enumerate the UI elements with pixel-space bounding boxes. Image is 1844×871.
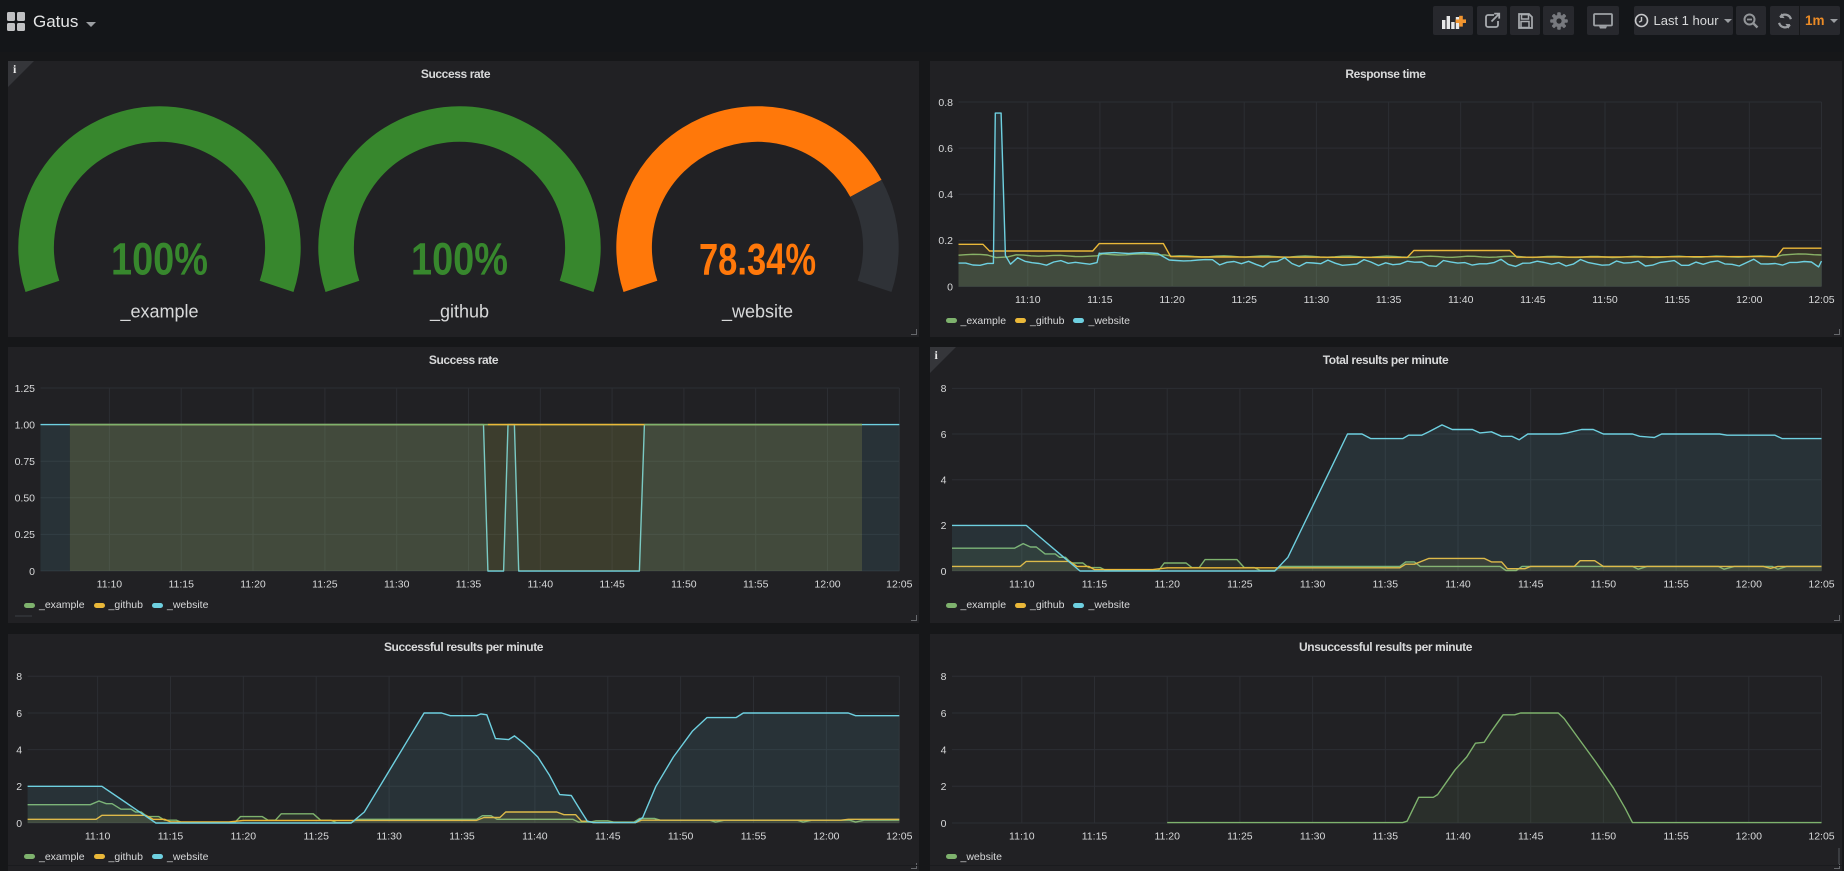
svg-text:11:20: 11:20: [1159, 294, 1185, 306]
svg-text:100%: 100%: [111, 233, 208, 284]
svg-text:0.6: 0.6: [938, 143, 953, 155]
svg-text:11:40: 11:40: [1445, 830, 1471, 842]
svg-text:1.00: 1.00: [15, 419, 36, 431]
svg-text:_website: _website: [721, 301, 793, 322]
svg-text:11:50: 11:50: [1590, 578, 1616, 590]
svg-text:11:40: 11:40: [528, 578, 554, 590]
svg-text:11:15: 11:15: [168, 578, 194, 590]
svg-text:11:15: 11:15: [1081, 578, 1107, 590]
svg-text:11:10: 11:10: [1009, 830, 1035, 842]
svg-text:11:20: 11:20: [1154, 830, 1180, 842]
svg-text:0: 0: [940, 566, 946, 578]
svg-text:11:20: 11:20: [240, 578, 266, 590]
svg-text:12:00: 12:00: [813, 830, 839, 842]
svg-text:11:55: 11:55: [1664, 294, 1690, 306]
svg-text:8: 8: [940, 671, 946, 683]
svg-text:11:35: 11:35: [1375, 294, 1401, 306]
svg-text:78.34%: 78.34%: [699, 235, 816, 284]
svg-text:2: 2: [940, 520, 946, 532]
svg-text:11:25: 11:25: [1231, 294, 1257, 306]
svg-text:0.75: 0.75: [15, 456, 36, 468]
svg-text:11:30: 11:30: [384, 578, 410, 590]
svg-text:2: 2: [940, 781, 946, 793]
svg-text:_github: _github: [429, 301, 489, 322]
svg-text:11:15: 11:15: [1081, 830, 1107, 842]
svg-text:11:45: 11:45: [595, 830, 621, 842]
svg-text:6: 6: [940, 707, 946, 719]
svg-text:11:25: 11:25: [1227, 830, 1253, 842]
svg-text:11:30: 11:30: [1299, 830, 1325, 842]
svg-text:0: 0: [940, 817, 946, 829]
svg-text:11:50: 11:50: [671, 578, 697, 590]
svg-text:11:55: 11:55: [1663, 578, 1689, 590]
svg-text:4: 4: [940, 744, 946, 756]
svg-text:11:10: 11:10: [1009, 578, 1035, 590]
svg-text:0: 0: [947, 281, 953, 293]
svg-text:12:00: 12:00: [1735, 578, 1761, 590]
svg-text:11:45: 11:45: [1517, 578, 1543, 590]
svg-text:11:15: 11:15: [158, 830, 184, 842]
svg-text:11:45: 11:45: [599, 578, 625, 590]
svg-text:0.50: 0.50: [15, 493, 36, 505]
svg-text:11:50: 11:50: [1592, 294, 1618, 306]
svg-text:11:40: 11:40: [1447, 294, 1473, 306]
svg-text:11:50: 11:50: [668, 830, 694, 842]
svg-text:8: 8: [16, 671, 22, 683]
svg-text:12:05: 12:05: [1808, 578, 1834, 590]
svg-text:12:00: 12:00: [1735, 830, 1761, 842]
svg-text:0.8: 0.8: [938, 97, 953, 109]
svg-text:6: 6: [16, 707, 22, 719]
svg-text:12:05: 12:05: [1808, 830, 1834, 842]
svg-text:0.2: 0.2: [938, 235, 953, 247]
svg-text:11:55: 11:55: [741, 830, 767, 842]
svg-text:11:40: 11:40: [522, 830, 548, 842]
svg-text:0.4: 0.4: [938, 189, 953, 201]
svg-text:11:10: 11:10: [1015, 294, 1041, 306]
svg-text:11:30: 11:30: [1303, 294, 1329, 306]
svg-text:11:35: 11:35: [456, 578, 482, 590]
svg-text:11:35: 11:35: [1372, 830, 1398, 842]
svg-text:4: 4: [940, 475, 946, 487]
svg-text:2: 2: [16, 781, 22, 793]
svg-text:0.25: 0.25: [15, 529, 36, 541]
svg-text:11:30: 11:30: [376, 830, 402, 842]
svg-text:6: 6: [940, 429, 946, 441]
svg-text:11:50: 11:50: [1590, 830, 1616, 842]
svg-text:11:35: 11:35: [1372, 578, 1398, 590]
svg-text:8: 8: [940, 383, 946, 395]
svg-text:11:25: 11:25: [1227, 578, 1253, 590]
svg-text:0: 0: [16, 817, 22, 829]
svg-text:12:05: 12:05: [1808, 294, 1834, 306]
svg-text:0: 0: [29, 566, 35, 578]
svg-text:11:40: 11:40: [1445, 578, 1471, 590]
svg-text:11:35: 11:35: [449, 830, 475, 842]
svg-text:12:05: 12:05: [886, 830, 912, 842]
svg-text:11:10: 11:10: [97, 578, 123, 590]
svg-text:12:00: 12:00: [814, 578, 840, 590]
svg-text:12:05: 12:05: [886, 578, 912, 590]
svg-text:11:20: 11:20: [231, 830, 257, 842]
svg-text:_example: _example: [119, 301, 198, 322]
svg-text:11:10: 11:10: [85, 830, 111, 842]
svg-text:11:25: 11:25: [312, 578, 338, 590]
svg-text:11:20: 11:20: [1154, 578, 1180, 590]
svg-text:11:45: 11:45: [1517, 830, 1543, 842]
svg-text:11:15: 11:15: [1087, 294, 1113, 306]
svg-text:11:25: 11:25: [303, 830, 329, 842]
svg-text:11:55: 11:55: [743, 578, 769, 590]
svg-text:12:00: 12:00: [1736, 294, 1762, 306]
svg-text:11:55: 11:55: [1663, 830, 1689, 842]
svg-text:11:30: 11:30: [1299, 578, 1325, 590]
svg-text:1.25: 1.25: [15, 383, 36, 395]
svg-text:4: 4: [16, 744, 22, 756]
svg-text:100%: 100%: [411, 233, 508, 284]
svg-text:11:45: 11:45: [1520, 294, 1546, 306]
